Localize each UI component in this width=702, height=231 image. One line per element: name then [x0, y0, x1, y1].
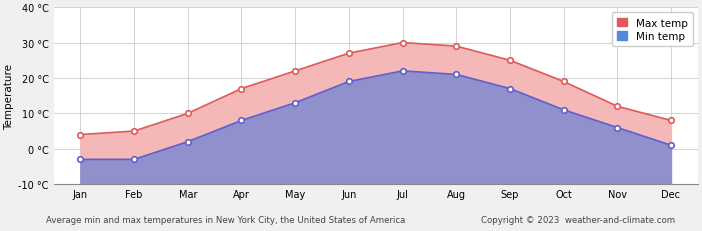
- Text: Copyright © 2023  weather-and-climate.com: Copyright © 2023 weather-and-climate.com: [481, 215, 675, 224]
- Y-axis label: Temperature: Temperature: [4, 63, 14, 129]
- Text: Average min and max temperatures in New York City, the United States of America: Average min and max temperatures in New …: [46, 215, 405, 224]
- Legend: Max temp, Min temp: Max temp, Min temp: [611, 13, 693, 47]
